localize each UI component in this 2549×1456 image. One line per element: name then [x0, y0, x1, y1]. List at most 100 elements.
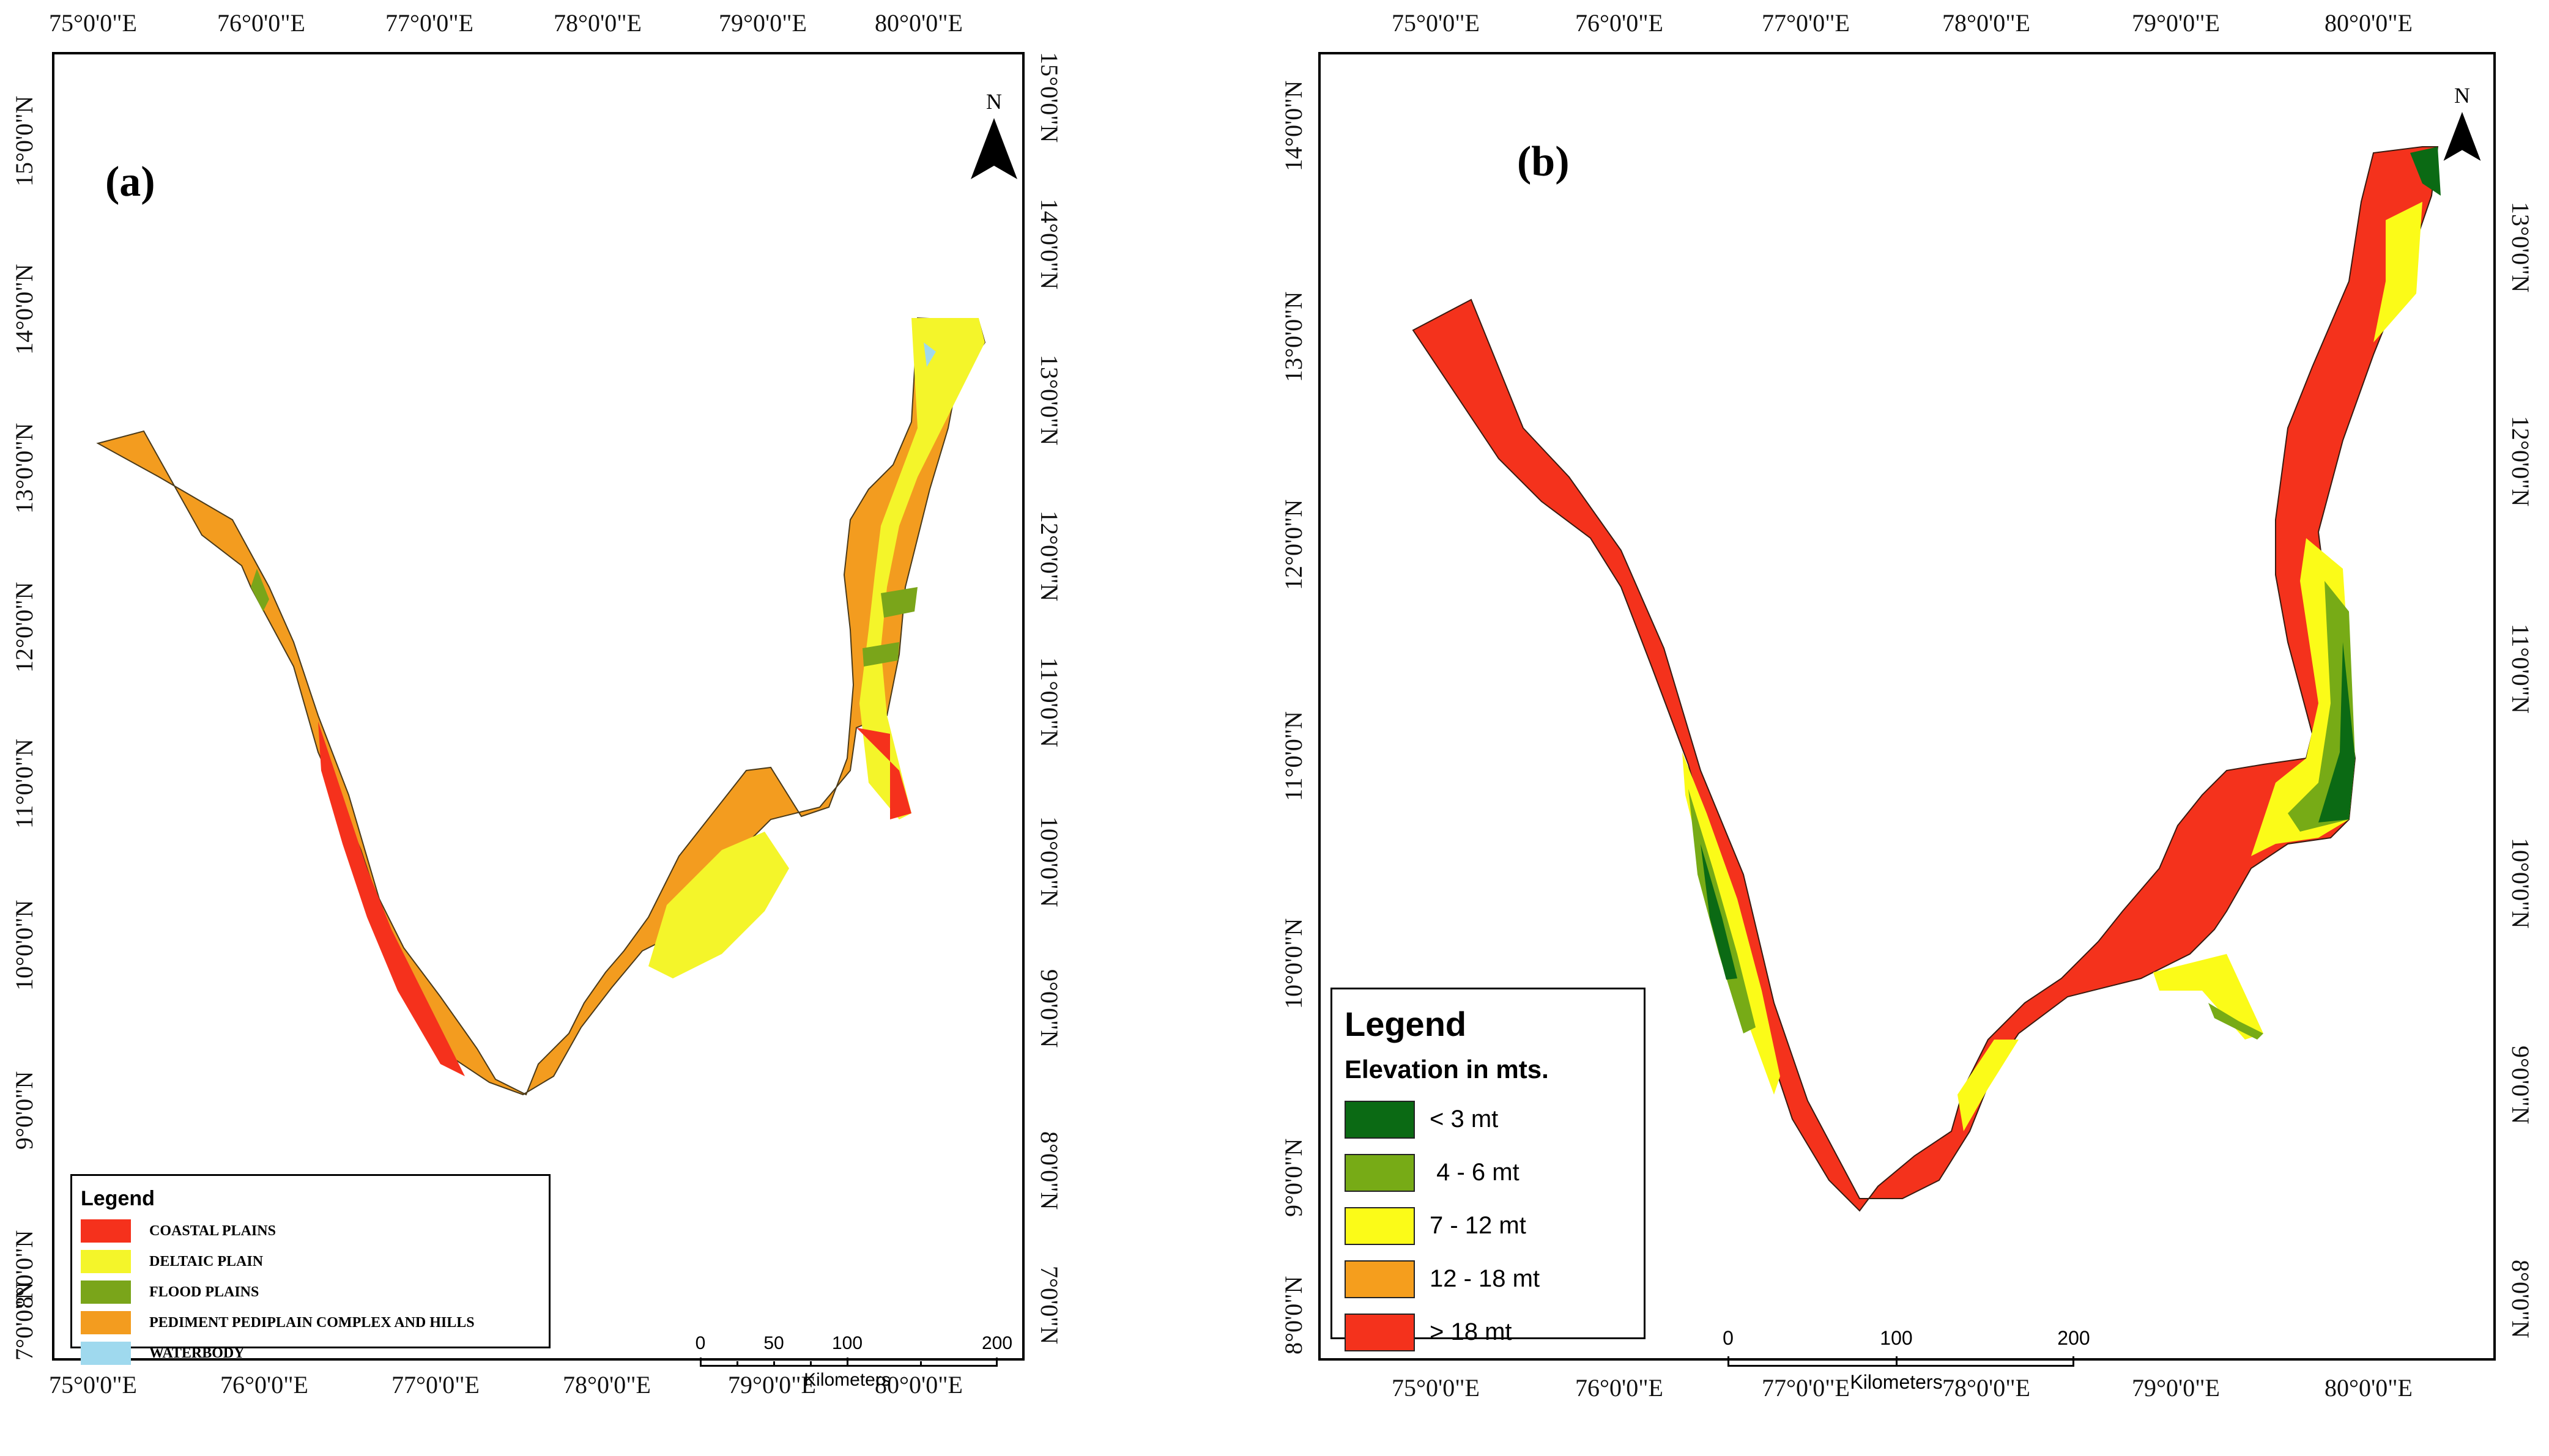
elevation-4-6-region — [1688, 789, 1756, 1033]
lon-tick-bottom: 78°0'0"E — [1942, 1374, 2030, 1402]
legend-label: PEDIMENT PEDIPLAIN COMPLEX AND HILLS — [149, 1314, 475, 1331]
legend-swatch — [81, 1250, 131, 1273]
scalebar-tick — [996, 1358, 998, 1367]
scalebar-unit: Kilometers — [804, 1370, 891, 1390]
legend-label: 12 - 18 mt — [1430, 1265, 1540, 1292]
legend-swatch — [1345, 1100, 1415, 1139]
elevation-lt3-region — [1701, 844, 1737, 980]
lon-tick-bottom: 79°0'0"E — [728, 1371, 816, 1399]
legend-swatch — [81, 1280, 131, 1304]
lon-tick-bottom: 75°0'0"E — [49, 1371, 137, 1399]
legend-item: PEDIMENT PEDIPLAIN COMPLEX AND HILLS — [81, 1307, 549, 1338]
scalebar-tick-label: 100 — [1880, 1327, 1913, 1349]
lon-tick-bottom: 77°0'0"E — [1762, 1374, 1850, 1402]
scalebar-tick — [2072, 1356, 2074, 1367]
lon-tick-top: 80°0'0"E — [2325, 9, 2413, 37]
elevation-high-region — [1412, 146, 2439, 1212]
north-label: N — [986, 89, 1002, 114]
legend-item: DELTAIC PLAIN — [81, 1246, 549, 1277]
lon-tick-top: 76°0'0"E — [217, 9, 305, 37]
elevation-lt3-region-north — [2410, 147, 2441, 196]
north-arrow-icon — [2443, 112, 2481, 161]
legend-label: 4 - 6 mt — [1430, 1159, 1519, 1186]
scalebar-line — [1728, 1365, 2074, 1367]
lon-tick-top: 75°0'0"E — [1392, 9, 1480, 37]
scalebar-line — [700, 1365, 997, 1367]
scalebar-tick-label: 100 — [831, 1333, 863, 1353]
lon-tick-top: 77°0'0"E — [385, 9, 473, 37]
elevation-4-6-spit — [2208, 1003, 2263, 1040]
legend-swatch — [81, 1311, 131, 1334]
panel-label-b: (b) — [1517, 138, 1570, 185]
legend-item: > 18 mt — [1345, 1306, 1644, 1359]
legend-b: Legend Elevation in mts. < 3 mt 4 - 6 mt… — [1330, 988, 1646, 1351]
lon-tick-top: 78°0'0"E — [1942, 9, 2030, 37]
scalebar-tick-label: 50 — [763, 1333, 784, 1353]
lon-tick-top: 75°0'0"E — [49, 9, 137, 37]
legend-a: Legend COASTAL PLAINS DELTAIC PLAIN FLOO… — [70, 1174, 551, 1365]
scalebar-tick-label: 0 — [1723, 1327, 1734, 1349]
lon-tick-top: 78°0'0"E — [554, 9, 642, 37]
legend-item: WATERBODY — [81, 1338, 549, 1369]
legend-item: 7 - 12 mt — [1345, 1199, 1644, 1252]
legend-swatch — [1345, 1260, 1415, 1298]
legend-swatch — [81, 1219, 131, 1243]
legend-title: Legend — [1345, 1005, 1467, 1043]
scalebar-tick — [920, 1361, 922, 1367]
legend-swatch — [1345, 1207, 1415, 1245]
legend-item: 4 - 6 mt — [1345, 1146, 1644, 1199]
legend-label: DELTAIC PLAIN — [149, 1253, 264, 1269]
lon-tick-top: 79°0'0"E — [719, 9, 807, 37]
scalebar-tick-label: 200 — [2057, 1327, 2090, 1349]
legend-item: COASTAL PLAINS — [81, 1216, 549, 1246]
lon-tick-bottom: 76°0'0"E — [220, 1371, 308, 1399]
elevation-7-12-region-north — [2373, 202, 2422, 342]
legend-label: WATERBODY — [149, 1345, 245, 1361]
lon-tick-top: 77°0'0"E — [1762, 9, 1850, 37]
north-arrow-a: N — [967, 89, 1022, 179]
scalebar-tick — [810, 1361, 812, 1367]
scalebar-tick — [700, 1358, 702, 1367]
panel-label-a: (a) — [105, 158, 155, 205]
legend-subtitle: Elevation in mts. — [1345, 1055, 1549, 1084]
scalebar-tick-label: 200 — [981, 1333, 1013, 1353]
scalebar-tick — [847, 1358, 848, 1367]
legend-label: 7 - 12 mt — [1430, 1212, 1526, 1239]
lon-tick-bottom: 78°0'0"E — [563, 1371, 651, 1399]
scalebar-tick — [773, 1361, 775, 1367]
north-arrow-icon — [971, 118, 1017, 179]
legend-swatch — [1345, 1153, 1415, 1192]
scalebar-tick — [1727, 1356, 1729, 1367]
lon-tick-bottom: 80°0'0"E — [2325, 1374, 2413, 1402]
legend-item: < 3 mt — [1345, 1093, 1644, 1146]
flood-plains-region — [881, 587, 918, 618]
north-label: N — [2454, 83, 2470, 108]
flood-plains-region — [863, 642, 899, 667]
lon-tick-bottom: 77°0'0"E — [391, 1371, 480, 1399]
lon-tick-bottom: 76°0'0"E — [1575, 1374, 1663, 1402]
elevation-7-12-region-south — [1957, 1040, 2019, 1131]
lon-tick-bottom: 80°0'0"E — [875, 1371, 963, 1399]
legend-swatch — [1345, 1313, 1415, 1351]
lon-tick-top: 79°0'0"E — [2132, 9, 2220, 37]
coastal-plains-region-east — [856, 728, 911, 819]
elevation-7-12-spit — [2153, 954, 2263, 1040]
scalebar-tick — [737, 1361, 738, 1367]
legend-label: < 3 mt — [1430, 1106, 1499, 1133]
elevation-7-12-region — [1682, 752, 1780, 1095]
lon-tick-bottom: 75°0'0"E — [1392, 1374, 1480, 1402]
deltaic-plain-region — [859, 318, 985, 819]
deltaic-plain-region-south — [648, 832, 789, 978]
legend-swatch — [81, 1342, 131, 1365]
legend-item: 12 - 18 mt — [1345, 1252, 1644, 1306]
elevation-lt3-region-east — [2318, 642, 2355, 822]
scalebar-unit: Kilometers — [1850, 1371, 1943, 1393]
flood-plains-region — [251, 569, 269, 612]
lon-tick-top: 80°0'0"E — [875, 9, 963, 37]
legend-title: Legend — [81, 1187, 155, 1210]
lon-tick-bottom: 79°0'0"E — [2132, 1374, 2220, 1402]
legend-label: > 18 mt — [1430, 1318, 1512, 1345]
legend-item: FLOOD PLAINS — [81, 1277, 549, 1307]
